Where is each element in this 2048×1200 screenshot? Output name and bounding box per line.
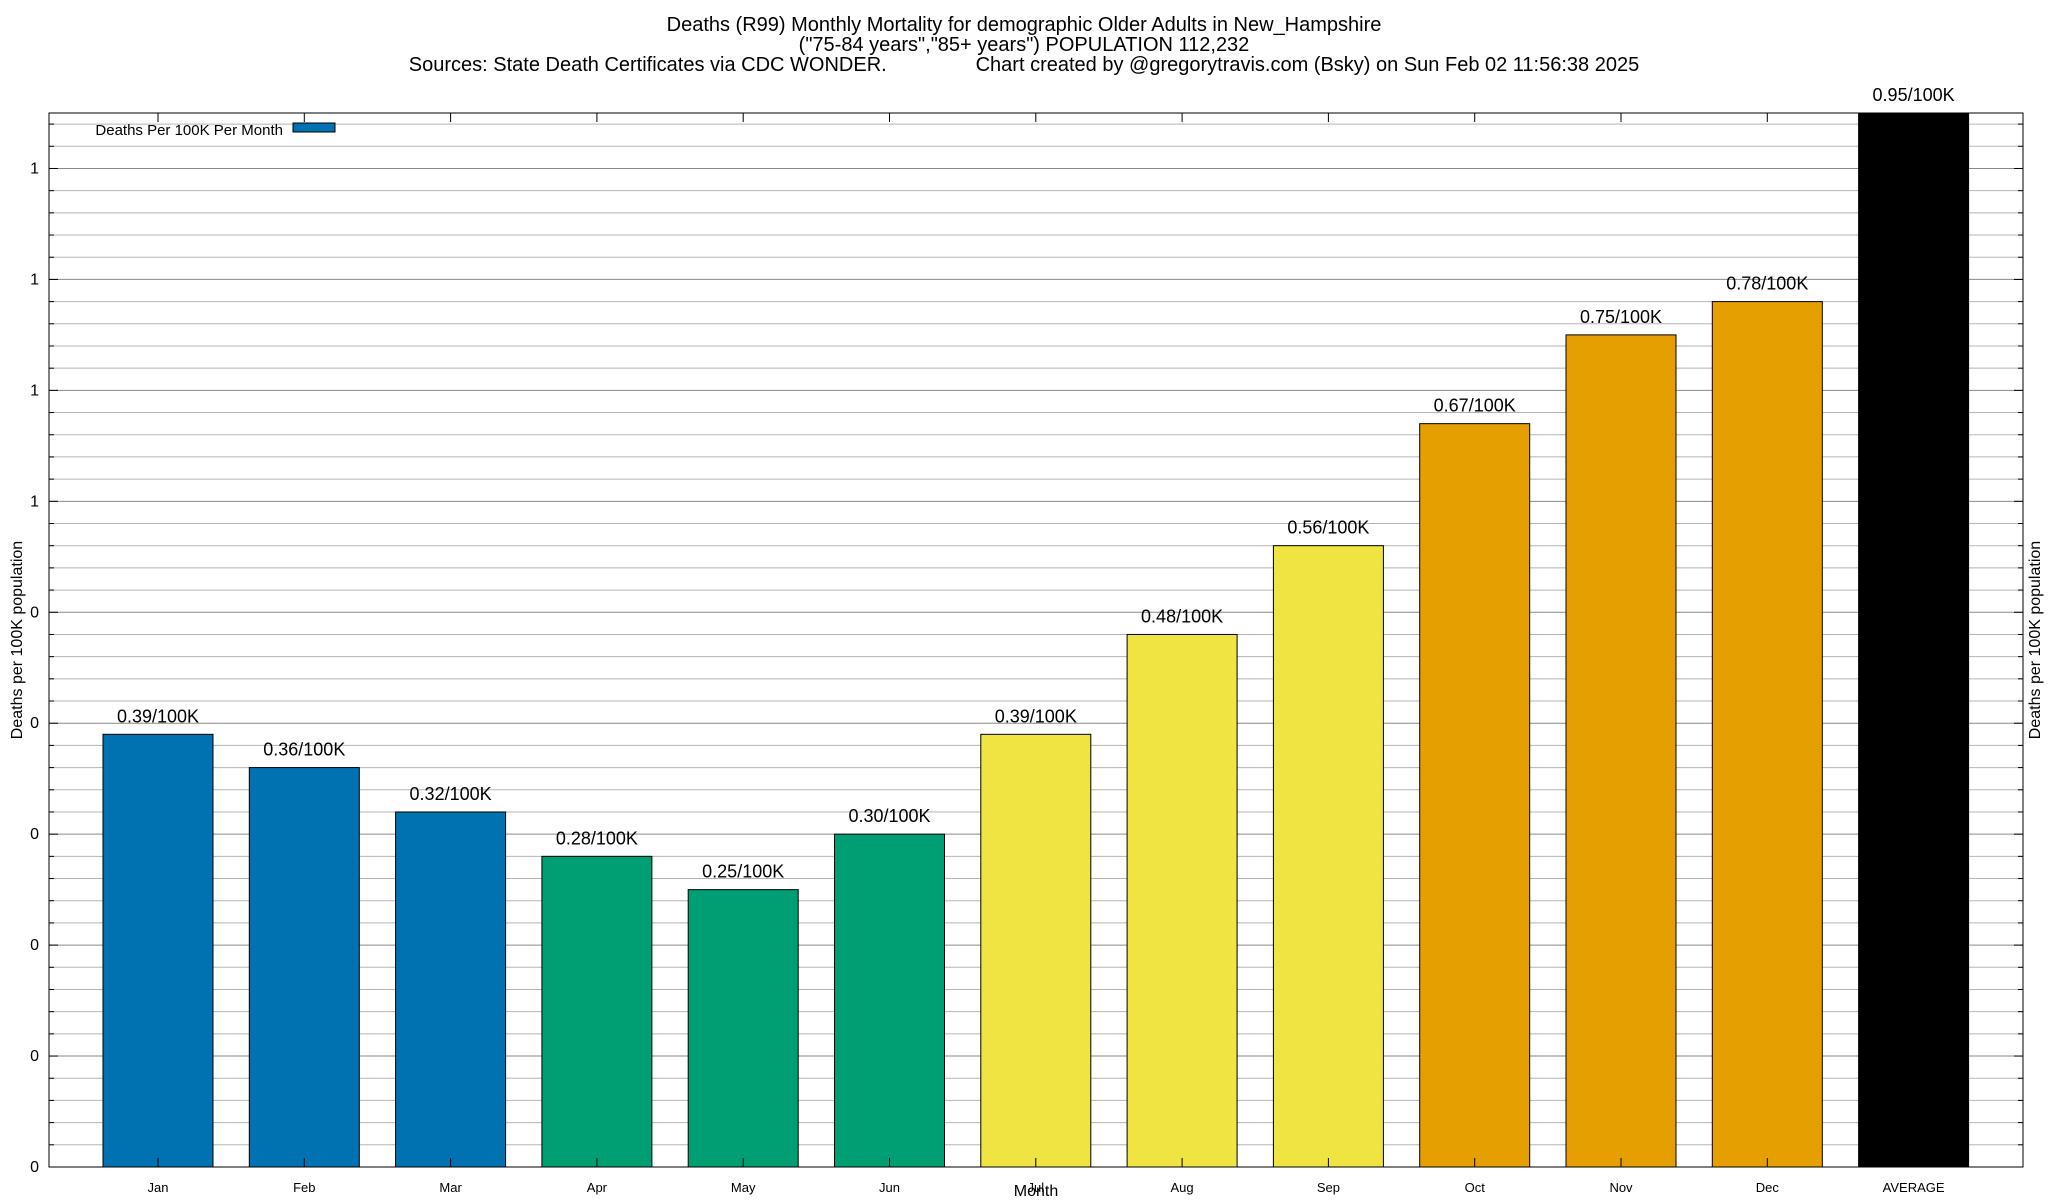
y-tick-label: 1 [30, 493, 39, 510]
bar-nov [1565, 334, 1677, 1168]
data-label: 0.56/100K [1287, 518, 1369, 538]
plot-frame [48, 112, 2024, 1168]
bar-jun [834, 833, 945, 1168]
axis-ticks: 0 0 0 0 0 0 1 1 1 1 [30, 113, 2023, 1176]
x-tick-label: Jul [1027, 1180, 1044, 1195]
chart-subtitle: ("75-84 years","85+ years") POPULATION 1… [799, 34, 1250, 56]
chart-source-credit: Sources: State Death Certificates via CD… [409, 54, 1639, 76]
bar-may [687, 889, 799, 1168]
y-tick-label: 0 [30, 1048, 39, 1065]
bar-oct [1419, 423, 1531, 1168]
x-tick-label: Dec [1756, 1180, 1780, 1195]
y-tick-label: 0 [30, 604, 39, 621]
x-tick-label: Oct [1465, 1180, 1486, 1195]
y-tick-label: 1 [30, 160, 39, 177]
x-tick-label: AVERAGE [1883, 1180, 1945, 1195]
y-tick-label: 0 [30, 1159, 39, 1176]
x-tick-label: Mar [439, 1180, 462, 1195]
bar-jul [980, 733, 1092, 1168]
bar-apr [541, 855, 653, 1168]
data-label: 0.32/100K [410, 784, 492, 804]
data-label: 0.39/100K [117, 706, 199, 726]
data-labels: Jan 0.39/100K Feb 0.36/100K Mar 0.32/100K Apr 0… [117, 85, 1955, 1195]
bar-feb [248, 767, 360, 1168]
y-tick-label: 0 [30, 826, 39, 843]
data-label: 0.30/100K [848, 806, 930, 826]
y-tick-label: 1 [30, 271, 39, 288]
y-axis-title-right: Deaths per 100K population [2027, 541, 2044, 739]
bar-mar [395, 811, 507, 1168]
bar-aug [1126, 633, 1238, 1168]
x-tick-label: Feb [293, 1180, 315, 1195]
data-label: 0.78/100K [1726, 274, 1808, 294]
bar-sep [1272, 545, 1384, 1168]
x-tick-label: Apr [587, 1180, 608, 1195]
legend-swatch [292, 122, 336, 133]
data-label: 0.48/100K [1141, 606, 1223, 626]
bar-dec [1711, 301, 1823, 1168]
x-tick-label: Jan [148, 1180, 169, 1195]
x-axis-title: Month [1014, 1183, 1058, 1200]
legend: Deaths Per 100K Per Month [95, 122, 336, 139]
bar-jan [102, 733, 214, 1168]
chart-title: Deaths (R99) Monthly Mortality for demog… [667, 14, 1382, 36]
bar-average [1858, 112, 1970, 1168]
x-tick-label: Sep [1317, 1180, 1340, 1195]
x-tick-label: May [731, 1180, 756, 1195]
x-tick-label: Aug [1171, 1180, 1194, 1195]
y-tick-label: 1 [30, 382, 39, 399]
data-label: 0.28/100K [556, 828, 638, 848]
y-tick-label: 0 [30, 937, 39, 954]
data-label: 0.25/100K [702, 862, 784, 882]
data-label: 0.39/100K [995, 706, 1077, 726]
data-label: 0.95/100K [1873, 85, 1955, 105]
data-label: 0.67/100K [1434, 396, 1516, 416]
x-tick-label: Nov [1609, 1180, 1633, 1195]
bars [102, 112, 1970, 1168]
x-tick-label: Jun [879, 1180, 900, 1195]
data-label: 0.75/100K [1580, 307, 1662, 327]
data-label: 0.36/100K [263, 740, 345, 760]
legend-label: Deaths Per 100K Per Month [95, 122, 283, 139]
y-tick-label: 0 [30, 715, 39, 732]
y-axis-title-left: Deaths per 100K population [9, 541, 26, 739]
